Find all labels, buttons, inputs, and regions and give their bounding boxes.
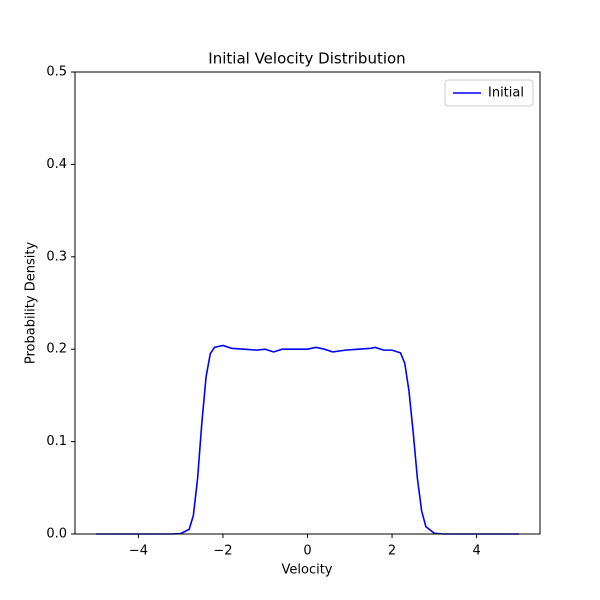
y-tick-label: 0.0: [46, 527, 67, 542]
x-tick-label: −2: [213, 544, 232, 559]
legend-label: Initial: [488, 86, 524, 101]
y-tick-label: 0.2: [46, 342, 67, 357]
y-tick-label: 0.1: [46, 434, 67, 449]
x-axis-label: Velocity: [282, 563, 333, 578]
x-tick-label: −4: [129, 544, 148, 559]
y-tick-label: 0.4: [46, 157, 67, 172]
chart-title: Initial Velocity Distribution: [208, 50, 405, 68]
data-line: [96, 344, 519, 535]
x-tick-label: 2: [388, 544, 396, 559]
x-tick-label: 4: [472, 544, 480, 559]
y-tick-label: 0.3: [46, 249, 67, 264]
legend-box: [444, 79, 534, 107]
x-tick-label: 0: [303, 544, 311, 559]
y-tick-label: 0.5: [46, 65, 67, 80]
plot-frame: [74, 71, 541, 535]
y-axis-label: Probability Density: [24, 242, 39, 365]
